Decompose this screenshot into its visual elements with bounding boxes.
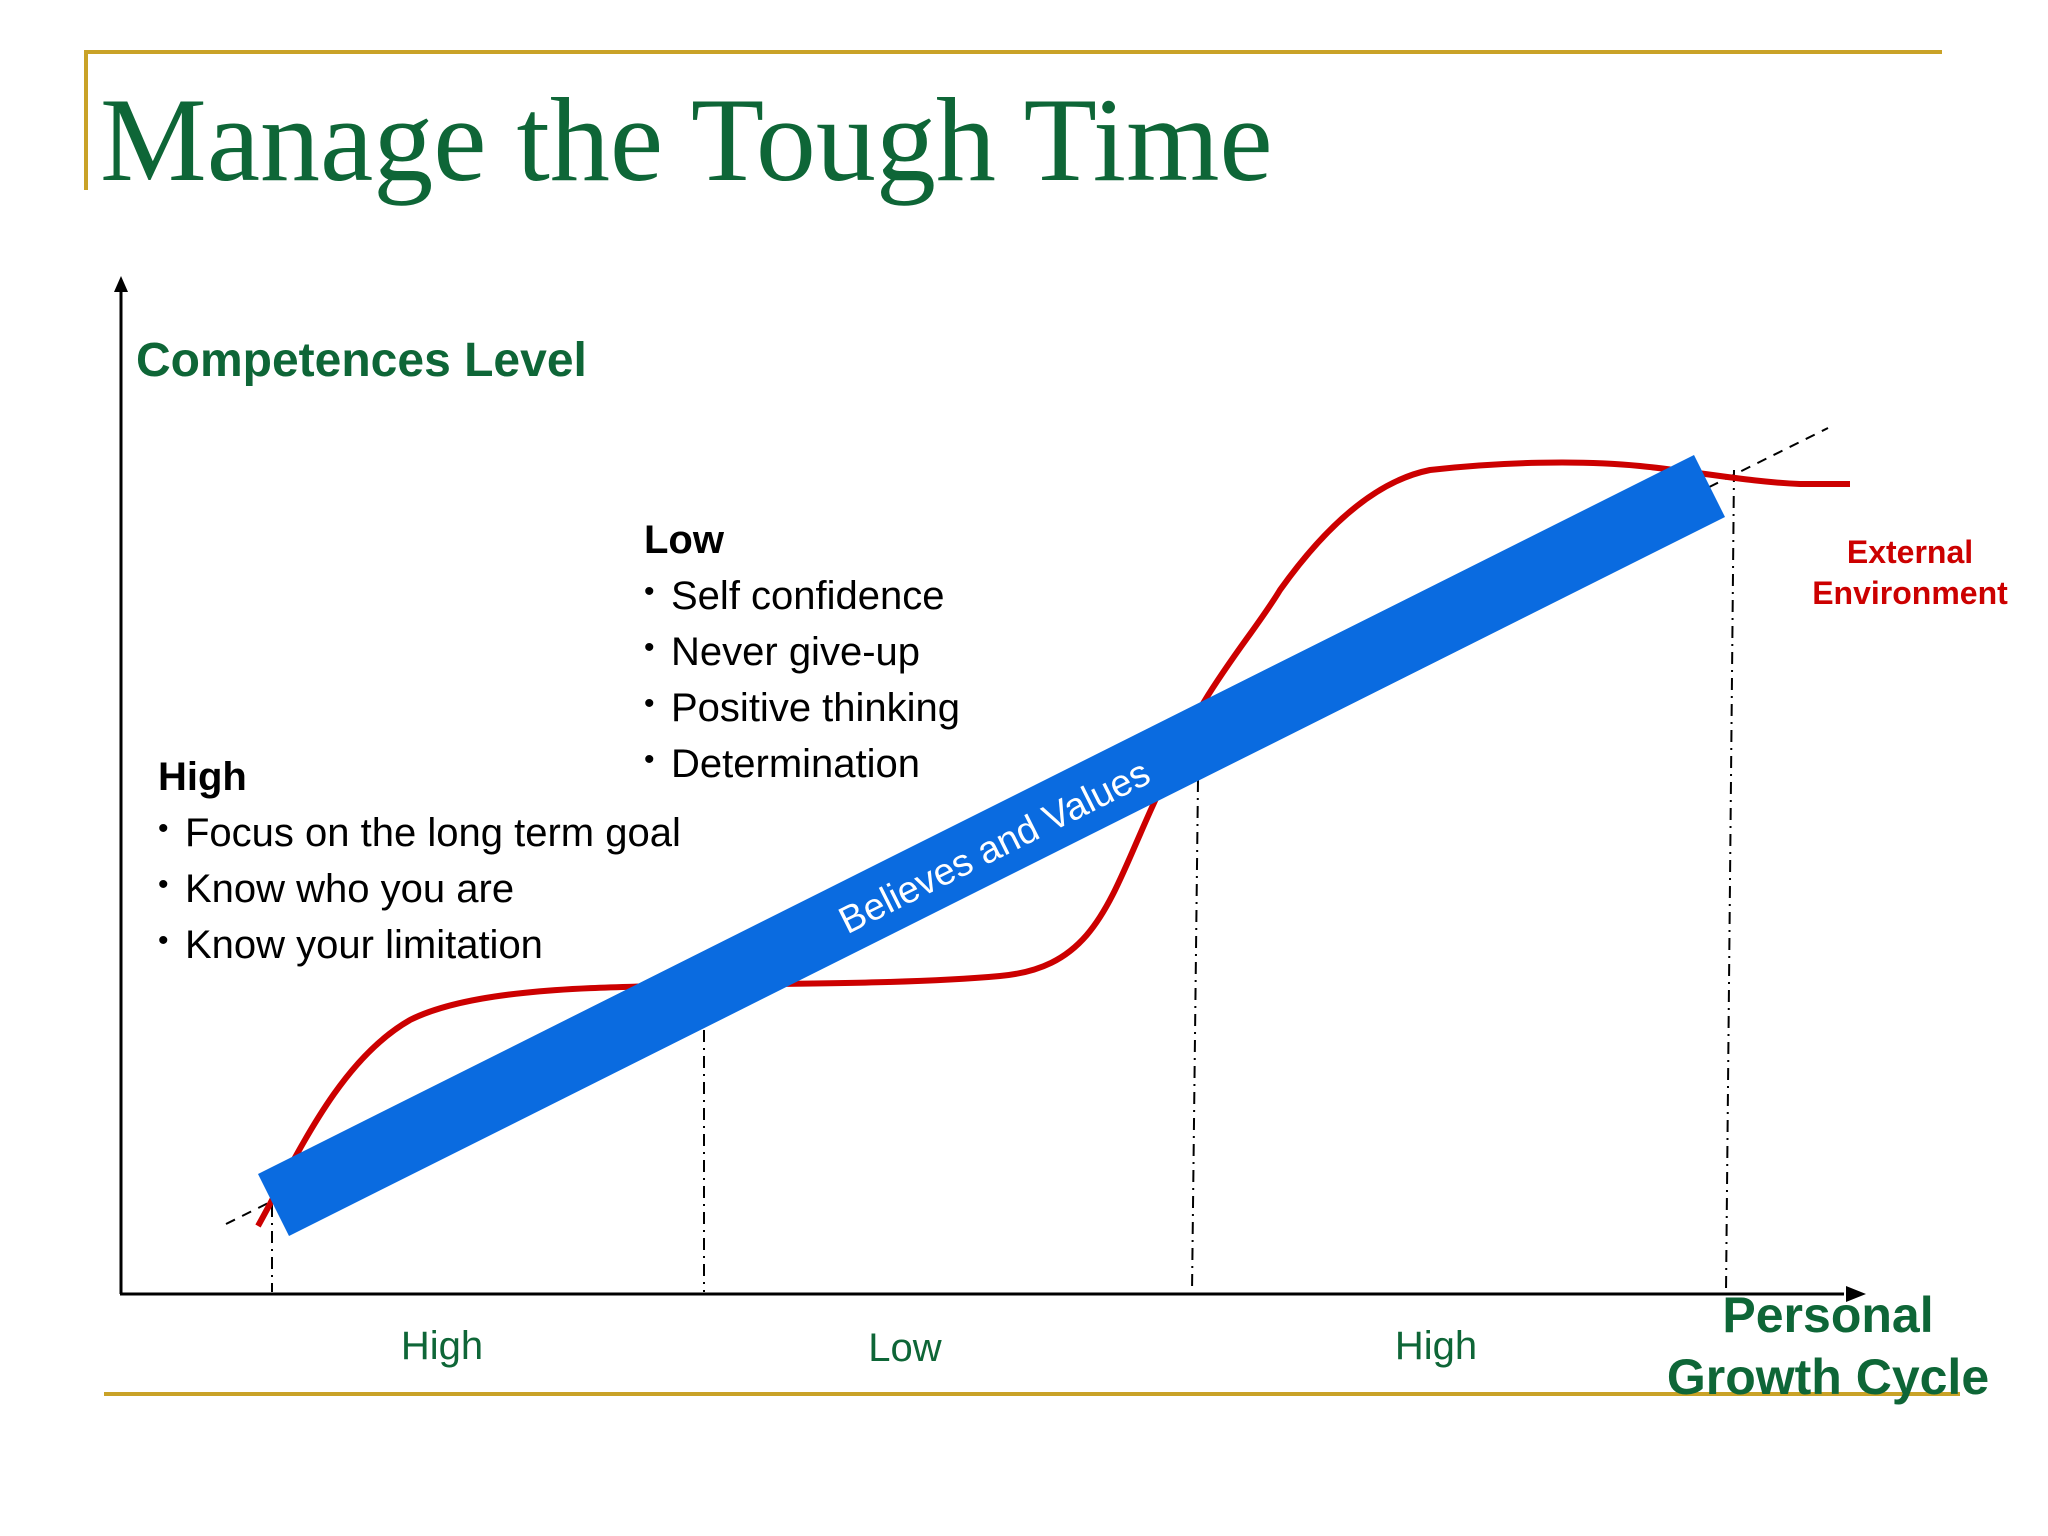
- low-note-item: Determination: [644, 734, 960, 790]
- phase-label-3: High: [1394, 1324, 1478, 1368]
- high-note-item: Know your limitation: [158, 915, 681, 971]
- x-axis-label-line2: Growth Cycle: [1666, 1349, 1990, 1405]
- low-notes: Low Self confidence Never give-up Positi…: [644, 515, 960, 790]
- low-notes-list: Self confidence Never give-up Positive t…: [644, 566, 960, 790]
- high-notes-list: Focus on the long term goal Know who you…: [158, 803, 681, 971]
- low-note-item: Never give-up: [644, 622, 960, 678]
- high-note-item: Know who you are: [158, 859, 681, 915]
- low-note-item: Self confidence: [644, 566, 960, 622]
- x-axis-label: Personal Growth Cycle: [1628, 1284, 2028, 1408]
- high-notes-heading: High: [158, 755, 247, 799]
- external-environment-curve: [255, 459, 1850, 1228]
- high-notes: High Focus on the long term goal Know wh…: [158, 752, 681, 971]
- high-note-item: Focus on the long term goal: [158, 803, 681, 859]
- phase-label-2: Low: [868, 1326, 942, 1370]
- y-axis-label: Competences Level: [136, 334, 587, 387]
- x-axis-arrowhead: [1846, 1286, 1866, 1302]
- x-axis-label-line1: Personal: [1722, 1287, 1934, 1343]
- low-notes-heading: Low: [644, 518, 724, 562]
- ext-label-line2: Environment: [1812, 575, 2008, 611]
- ext-label-line1: External: [1846, 534, 1974, 570]
- phase-label-1: High: [400, 1324, 484, 1368]
- phase-boundary-3: [1191, 779, 1199, 1293]
- y-axis-arrowhead: [114, 276, 128, 292]
- phase-boundary-4: [1725, 469, 1735, 1293]
- external-environment-label: External Environment: [1800, 532, 2020, 614]
- believes-values-band: [258, 455, 1725, 1236]
- slide-title: Manage the Tough Time: [100, 73, 1273, 206]
- low-note-item: Positive thinking: [644, 678, 960, 734]
